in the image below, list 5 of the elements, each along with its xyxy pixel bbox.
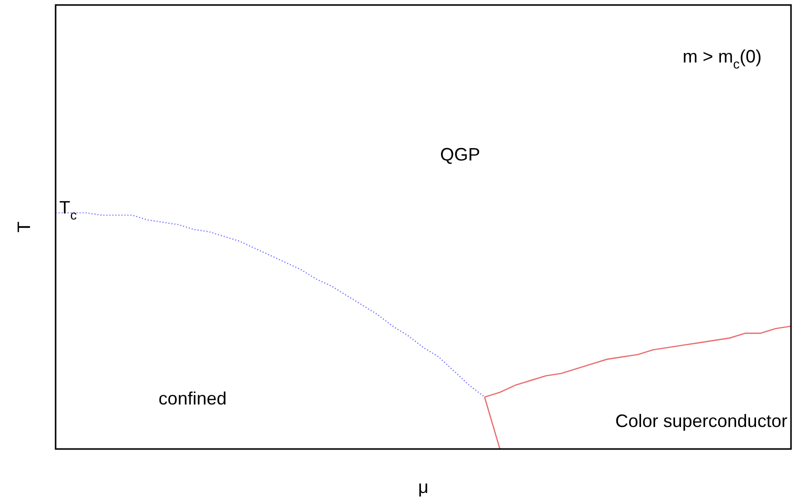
y-axis-title: T — [14, 222, 34, 232]
x-axis-title: μ — [418, 477, 428, 498]
text: QGP — [440, 144, 480, 164]
annotation: confined — [158, 388, 227, 409]
annotation: Color superconductor — [615, 410, 788, 431]
